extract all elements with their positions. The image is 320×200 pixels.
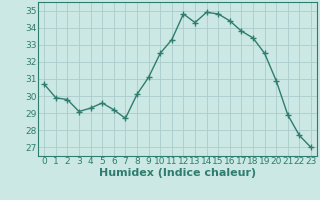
X-axis label: Humidex (Indice chaleur): Humidex (Indice chaleur) xyxy=(99,168,256,178)
